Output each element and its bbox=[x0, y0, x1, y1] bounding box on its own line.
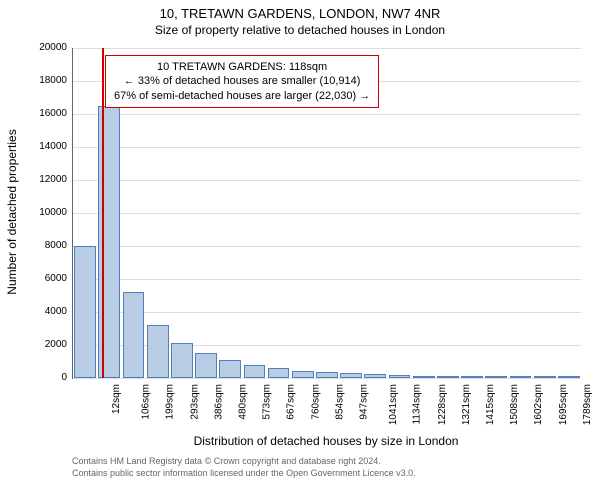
y-tick-label: 6000 bbox=[27, 273, 67, 284]
x-tick-label: 1228sqm bbox=[437, 384, 448, 425]
histogram-bar bbox=[147, 325, 169, 378]
y-axis-label: Number of detached properties bbox=[5, 122, 19, 302]
histogram-bar bbox=[292, 371, 314, 378]
histogram-bar bbox=[485, 376, 507, 378]
histogram-bar bbox=[510, 376, 532, 378]
license-line1: Contains HM Land Registry data © Crown c… bbox=[72, 456, 416, 468]
x-tick-label: 1602sqm bbox=[533, 384, 544, 425]
chart-subtitle: Size of property relative to detached ho… bbox=[0, 21, 600, 37]
x-tick-label: 760sqm bbox=[310, 384, 321, 420]
histogram-bar bbox=[413, 376, 435, 378]
x-axis-label: Distribution of detached houses by size … bbox=[72, 434, 580, 448]
annotation-line3: 67% of semi-detached houses are larger (… bbox=[114, 89, 370, 103]
histogram-bar bbox=[195, 353, 217, 378]
y-tick-label: 2000 bbox=[27, 339, 67, 350]
histogram-bar bbox=[437, 376, 459, 378]
histogram-bar bbox=[340, 373, 362, 378]
annotation-line2: ← 33% of detached houses are smaller (10… bbox=[114, 74, 370, 88]
x-tick-label: 947sqm bbox=[359, 384, 370, 420]
x-tick-label: 573sqm bbox=[262, 384, 273, 420]
license-line2: Contains public sector information licen… bbox=[72, 468, 416, 480]
y-gridline bbox=[73, 48, 581, 49]
x-tick-label: 1789sqm bbox=[582, 384, 593, 425]
y-tick-label: 10000 bbox=[27, 207, 67, 218]
y-tick-label: 16000 bbox=[27, 108, 67, 119]
x-tick-label: 12sqm bbox=[111, 384, 122, 414]
x-tick-label: 386sqm bbox=[213, 384, 224, 420]
x-tick-label: 1508sqm bbox=[509, 384, 520, 425]
y-tick-label: 14000 bbox=[27, 141, 67, 152]
chart-container: 10, TRETAWN GARDENS, LONDON, NW7 4NR Siz… bbox=[0, 0, 600, 500]
x-tick-label: 1415sqm bbox=[485, 384, 496, 425]
histogram-bar bbox=[389, 375, 411, 378]
y-gridline bbox=[73, 312, 581, 313]
x-tick-label: 293sqm bbox=[189, 384, 200, 420]
x-tick-label: 480sqm bbox=[238, 384, 249, 420]
x-tick-label: 667sqm bbox=[286, 384, 297, 420]
x-tick-label: 1041sqm bbox=[388, 384, 399, 425]
y-gridline bbox=[73, 213, 581, 214]
histogram-bar bbox=[219, 360, 241, 378]
histogram-bar bbox=[558, 376, 580, 378]
histogram-bar bbox=[244, 365, 266, 378]
histogram-bar bbox=[268, 368, 290, 378]
x-tick-label: 199sqm bbox=[165, 384, 176, 420]
histogram-bar bbox=[123, 292, 145, 378]
histogram-bar bbox=[74, 246, 96, 378]
histogram-bar bbox=[316, 372, 338, 378]
annotation-box: 10 TRETAWN GARDENS: 118sqm ← 33% of deta… bbox=[105, 55, 379, 108]
histogram-bar bbox=[171, 343, 193, 378]
histogram-bar bbox=[534, 376, 556, 378]
y-gridline bbox=[73, 279, 581, 280]
y-tick-label: 0 bbox=[27, 372, 67, 383]
x-tick-label: 854sqm bbox=[334, 384, 345, 420]
y-gridline bbox=[73, 147, 581, 148]
x-tick-label: 1695sqm bbox=[558, 384, 569, 425]
y-tick-label: 4000 bbox=[27, 306, 67, 317]
chart-title: 10, TRETAWN GARDENS, LONDON, NW7 4NR bbox=[0, 0, 600, 21]
y-gridline bbox=[73, 246, 581, 247]
histogram-bar bbox=[461, 376, 483, 378]
y-tick-label: 20000 bbox=[27, 42, 67, 53]
y-gridline bbox=[73, 180, 581, 181]
license-text: Contains HM Land Registry data © Crown c… bbox=[72, 456, 416, 479]
x-tick-label: 1134sqm bbox=[412, 384, 423, 424]
histogram-bar bbox=[364, 374, 386, 378]
y-tick-label: 12000 bbox=[27, 174, 67, 185]
y-tick-label: 8000 bbox=[27, 240, 67, 251]
x-tick-label: 106sqm bbox=[141, 384, 152, 420]
x-tick-label: 1321sqm bbox=[461, 384, 472, 425]
annotation-line1: 10 TRETAWN GARDENS: 118sqm bbox=[114, 60, 370, 74]
y-gridline bbox=[73, 378, 581, 379]
y-tick-label: 18000 bbox=[27, 75, 67, 86]
y-gridline bbox=[73, 114, 581, 115]
